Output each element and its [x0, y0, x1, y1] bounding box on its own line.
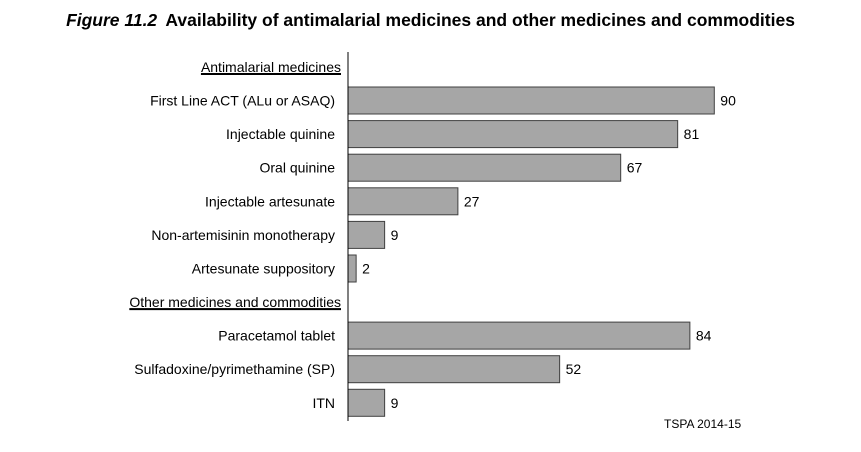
- data-label: 9: [391, 227, 399, 243]
- data-label: 90: [720, 93, 736, 109]
- bar: [347, 321, 691, 350]
- category-label: Non-artemisinin monotherapy: [151, 227, 335, 243]
- group-header: Other medicines and commodities: [129, 294, 341, 310]
- data-label: 84: [696, 328, 712, 344]
- category-label: Paracetamol tablet: [218, 328, 335, 344]
- category-label: First Line ACT (ALu or ASAQ): [150, 93, 335, 109]
- category-label: ITN: [312, 395, 335, 411]
- bar: [347, 120, 679, 149]
- bar: [347, 220, 386, 249]
- category-label: Injectable artesunate: [205, 193, 335, 209]
- figure-title: Availability of antimalarial medicines a…: [165, 10, 795, 30]
- bar: [347, 355, 561, 384]
- source-note: TSPA 2014-15: [664, 417, 742, 431]
- figure-number: Figure 11.2: [66, 10, 158, 30]
- category-label: Injectable quinine: [226, 126, 335, 142]
- data-label: 27: [464, 193, 480, 209]
- data-label: 52: [566, 361, 582, 377]
- chart-title: Figure 11.2 Availability of antimalarial…: [0, 10, 861, 31]
- data-label: 67: [627, 160, 643, 176]
- bar: [347, 153, 622, 182]
- bar: [347, 254, 357, 283]
- bar: [347, 187, 459, 216]
- category-label: Oral quinine: [260, 160, 336, 176]
- data-label: 81: [684, 126, 700, 142]
- category-label: Sulfadoxine/pyrimethamine (SP): [134, 361, 335, 377]
- group-header: Antimalarial medicines: [201, 59, 341, 75]
- data-label: 2: [362, 261, 370, 277]
- data-label: 9: [391, 395, 399, 411]
- category-label: Artesunate suppository: [192, 261, 335, 277]
- bar: [347, 388, 386, 417]
- bar: [347, 86, 715, 115]
